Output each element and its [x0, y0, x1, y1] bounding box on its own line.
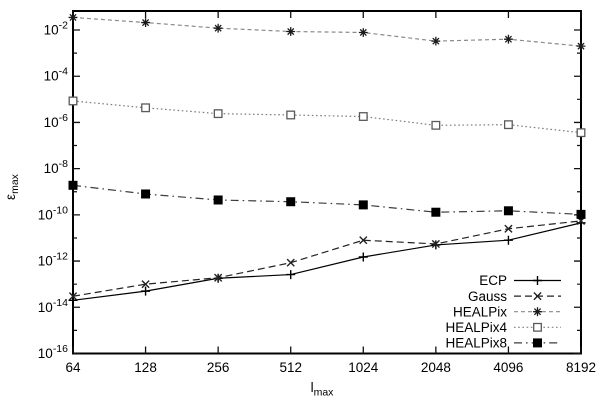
x-tick-label: 512 — [279, 360, 302, 375]
series-line-HEALPix8 — [72, 184, 582, 215]
legend-label: HEALPix8 — [445, 336, 507, 351]
y-tick-label: 10-10 — [38, 204, 68, 222]
x-tick-label: 128 — [134, 360, 157, 375]
legend-label: Gauss — [468, 289, 507, 304]
x-tick-label: 1024 — [348, 360, 379, 375]
series-line-HEALPix — [72, 16, 582, 47]
series-line-ECP — [72, 222, 582, 301]
series-line-Gauss — [72, 220, 582, 297]
series-markers-ECP — [68, 218, 586, 305]
legend-label: ECP — [479, 273, 507, 288]
series-markers-Gauss — [68, 216, 586, 301]
x-axis-title: lmax — [311, 380, 335, 399]
axis-titles: εmax lmax — [3, 173, 334, 398]
series-markers-HEALPix8 — [68, 180, 586, 219]
y-tick-label: 10-14 — [38, 297, 68, 315]
series-line-HEALPix4 — [72, 100, 582, 134]
series-markers-HEALPix — [68, 13, 586, 51]
legend-label: HEALPix4 — [445, 320, 507, 335]
y-axis-title: εmax — [3, 173, 21, 200]
y-tick-label: 10-12 — [38, 251, 68, 269]
legend-item-ECP: ECP — [479, 273, 561, 288]
x-tick-label: 4096 — [493, 360, 523, 375]
y-tick-label: 10-4 — [44, 66, 69, 84]
y-tick-label: 10-8 — [44, 158, 69, 176]
legend-label: HEALPix — [453, 304, 507, 319]
x-tick-label: 256 — [207, 360, 230, 375]
y-tick-label: 10-2 — [44, 20, 69, 38]
series-markers-HEALPix4 — [68, 96, 586, 138]
x-tick-label: 8192 — [566, 360, 596, 375]
legend-item-Gauss: Gauss — [468, 289, 561, 304]
y-tick-label: 10-6 — [44, 112, 69, 130]
legend-item-HEALPix4: HEALPix4 — [445, 320, 561, 335]
legend-item-HEALPix8: HEALPix8 — [445, 336, 561, 351]
x-tick-label: 2048 — [421, 360, 451, 375]
x-axis: 64 128 256 512 1024 2048 4096 8192 — [65, 11, 596, 375]
x-tick-label: 64 — [65, 360, 81, 375]
y-tick-label: 10-16 — [38, 343, 68, 361]
legend-item-HEALPix: HEALPix — [453, 304, 561, 319]
